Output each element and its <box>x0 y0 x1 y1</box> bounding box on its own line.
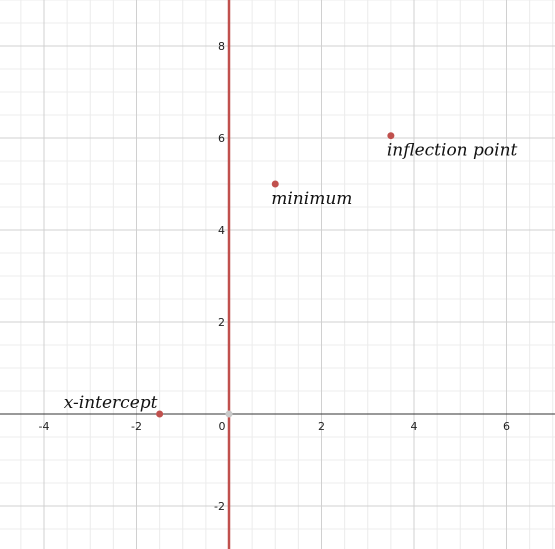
point-labels-layer: x-intercept minimum inflection point <box>64 141 518 413</box>
x-tick-label: -4 <box>39 420 50 433</box>
x-tick-label: 4 <box>411 420 418 433</box>
inflection-point-point[interactable] <box>387 132 395 140</box>
x-tick-label: 6 <box>503 420 510 433</box>
minimum-point[interactable] <box>271 180 279 188</box>
y-tick-label: 8 <box>218 40 225 53</box>
minimum-label: minimum <box>271 189 352 209</box>
y-tick-label: 2 <box>218 316 225 329</box>
origin-point-point[interactable] <box>225 410 233 418</box>
x-tick-label: 0 <box>219 420 226 433</box>
x-tick-label: -2 <box>131 420 142 433</box>
inflection-point-label: inflection point <box>387 141 518 161</box>
y-tick-label: -2 <box>214 500 225 513</box>
points-layer <box>156 132 395 418</box>
x-tick-label: 2 <box>318 420 325 433</box>
x-intercept-label: x-intercept <box>64 393 158 413</box>
tick-labels: -4 -2 0 2 4 6 -2 2 4 6 8 <box>39 40 510 513</box>
y-tick-label: 4 <box>218 224 225 237</box>
x-intercept-point[interactable] <box>156 410 164 418</box>
y-tick-label: 6 <box>218 132 225 145</box>
